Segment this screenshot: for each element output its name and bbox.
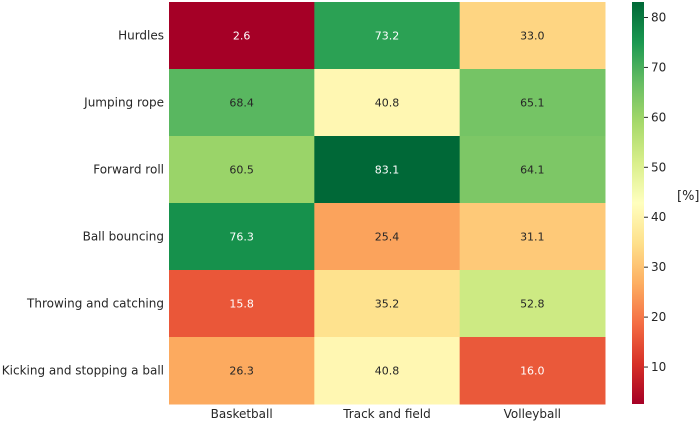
colorbar-tick-label: 10 [651, 360, 666, 374]
row-label: Ball bouncing [83, 230, 164, 244]
heatmap-cell [459, 136, 606, 204]
cell-value-label: 76.3 [229, 231, 254, 244]
cell-value-label: 52.8 [520, 298, 545, 311]
heatmap-cell [459, 270, 606, 338]
heatmap-cell [314, 136, 461, 204]
column-label: Basketball [211, 407, 273, 421]
cell-value-label: 33.0 [520, 30, 545, 43]
heatmap-cell [169, 2, 315, 70]
colorbar-tick-label: 50 [651, 160, 666, 174]
row-labels: Hurdles Jumping rope Forward roll Ball boun… [2, 29, 164, 378]
cell-value-label: 31.1 [520, 231, 545, 244]
cell-value-label: 60.5 [229, 164, 254, 177]
cell-value-label: 25.4 [375, 231, 400, 244]
colorbar-tick-label: 30 [651, 260, 666, 274]
row-label: Forward roll [93, 163, 164, 177]
heatmap-cell [314, 2, 461, 70]
row-label: Jumping rope [83, 96, 164, 110]
heatmap-cell [459, 203, 606, 271]
cell-value-label: 73.2 [375, 30, 400, 43]
cell-value-label: 64.1 [520, 164, 545, 177]
colorbar-ticks: 10 20 30 40 50 60 70 80 [644, 10, 666, 374]
row-label: Kicking and stopping a ball [2, 364, 164, 378]
column-labels: Basketball Track and field Volleyball [211, 407, 561, 421]
heatmap-cell [459, 337, 606, 405]
cell-value-label: 26.3 [229, 365, 254, 378]
colorbar-tick-label: 70 [651, 60, 666, 74]
cell-value-label: 16.0 [520, 365, 545, 378]
heatmap-cell [459, 2, 606, 70]
cell-value-label: 35.2 [375, 298, 400, 311]
heatmap-cells: 2.6 73.2 33.0 68.4 40.8 65.1 60.5 83.1 64.1 76.3 2… [169, 2, 606, 405]
cell-value-label: 40.8 [375, 97, 400, 110]
cell-value-label: 15.8 [229, 298, 254, 311]
colorbar-tick-label: 40 [651, 210, 666, 224]
column-label: Track and field [342, 407, 431, 421]
heatmap-cell [314, 69, 461, 137]
cell-value-label: 40.8 [375, 365, 400, 378]
heatmap-cell [169, 69, 315, 137]
heatmap-cell [169, 136, 315, 204]
cell-value-label: 2.6 [233, 30, 251, 43]
heatmap-cell [169, 203, 315, 271]
cell-value-label: 83.1 [375, 164, 400, 177]
colorbar-label: [%] [677, 189, 699, 204]
heatmap-cell [314, 270, 461, 338]
cell-value-label: 65.1 [520, 97, 545, 110]
heatmap-cell [169, 270, 315, 338]
column-label: Volleyball [504, 407, 561, 421]
cell-value-label: 68.4 [229, 97, 254, 110]
colorbar-tick-label: 60 [651, 110, 666, 124]
colorbar-tick-label: 20 [651, 310, 666, 324]
row-label: Throwing and catching [26, 297, 164, 311]
heatmap-cell [314, 203, 461, 271]
colorbar [632, 2, 644, 404]
heatmap-cell [459, 69, 606, 137]
colorbar-tick-label: 80 [651, 10, 666, 24]
heatmap-cell [169, 337, 315, 405]
heatmap-cell [314, 337, 461, 405]
row-label: Hurdles [118, 29, 164, 43]
